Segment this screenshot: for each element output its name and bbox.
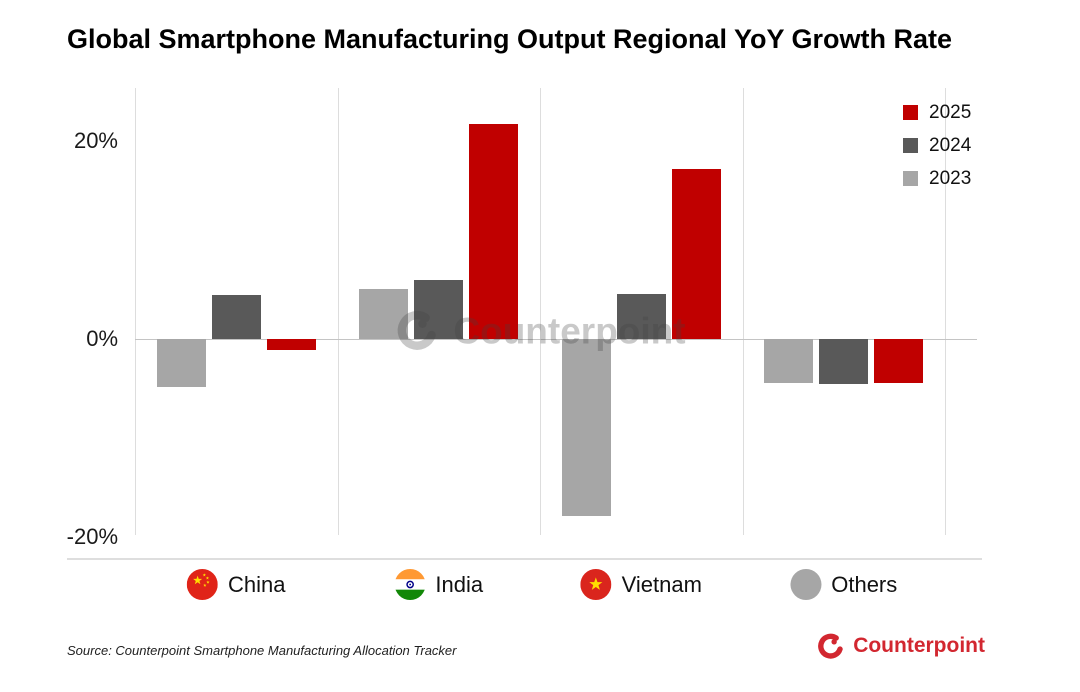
counterpoint-logomark-icon	[394, 309, 439, 354]
watermark: Counterpoint	[394, 309, 686, 354]
legend-label: 2024	[929, 134, 972, 156]
counterpoint-logomark-icon	[816, 632, 845, 661]
bar-others-2024	[819, 339, 869, 384]
y-tick-label: 0%	[86, 326, 118, 351]
gridline	[135, 88, 136, 535]
source-note: Source: Counterpoint Smartphone Manufact…	[67, 643, 457, 658]
bar-others-2023	[764, 339, 814, 383]
watermark-text: Counterpoint	[453, 310, 686, 351]
gridline	[742, 88, 744, 535]
category-item-others: Others	[790, 569, 897, 600]
category-label: India	[435, 571, 484, 597]
legend: 2025 2024 2023	[903, 96, 971, 195]
y-tick-label: -20%	[66, 524, 118, 549]
gridline	[337, 88, 339, 535]
category-item-india: India	[394, 569, 483, 600]
chart-title: Global Smartphone Manufacturing Output R…	[67, 24, 953, 54]
legend-label: 2023	[929, 167, 972, 189]
bar-china-2025	[266, 339, 316, 350]
category-item-china: China	[187, 569, 285, 600]
india-flag-icon	[394, 569, 426, 600]
category-label: Others	[831, 571, 898, 597]
brand-logo: Counterpoint	[816, 630, 985, 662]
others-circle-icon	[790, 569, 822, 600]
legend-swatch-2025	[903, 105, 918, 120]
bar-vietnam-2025	[671, 168, 721, 339]
legend-item-2023: 2023	[903, 162, 971, 195]
category-label: Vietnam	[621, 571, 702, 597]
y-tick-label: 20%	[73, 128, 118, 153]
bar-vietnam-2024	[616, 294, 666, 339]
legend-label: 2025	[929, 101, 972, 123]
legend-item-2024: 2024	[903, 129, 971, 162]
category-label: China	[228, 571, 286, 597]
bar-india-2024	[414, 279, 464, 339]
bar-india-2025	[469, 124, 519, 339]
legend-swatch-2023	[903, 171, 918, 186]
bar-india-2023	[359, 288, 409, 339]
axis-separator-line	[67, 558, 982, 560]
zero-baseline	[135, 339, 977, 340]
gridline	[540, 88, 541, 535]
bar-others-2025	[874, 339, 924, 383]
legend-item-2025: 2025	[903, 96, 971, 129]
category-item-vietnam: Vietnam	[580, 569, 702, 600]
china-flag-icon	[187, 569, 219, 600]
brand-name: Counterpoint	[853, 634, 985, 657]
vietnam-flag-icon	[580, 569, 612, 600]
bar-china-2023	[156, 339, 206, 387]
bar-china-2024	[211, 295, 261, 339]
bar-vietnam-2023	[561, 339, 611, 517]
legend-swatch-2024	[903, 138, 918, 153]
gridline	[945, 88, 946, 535]
